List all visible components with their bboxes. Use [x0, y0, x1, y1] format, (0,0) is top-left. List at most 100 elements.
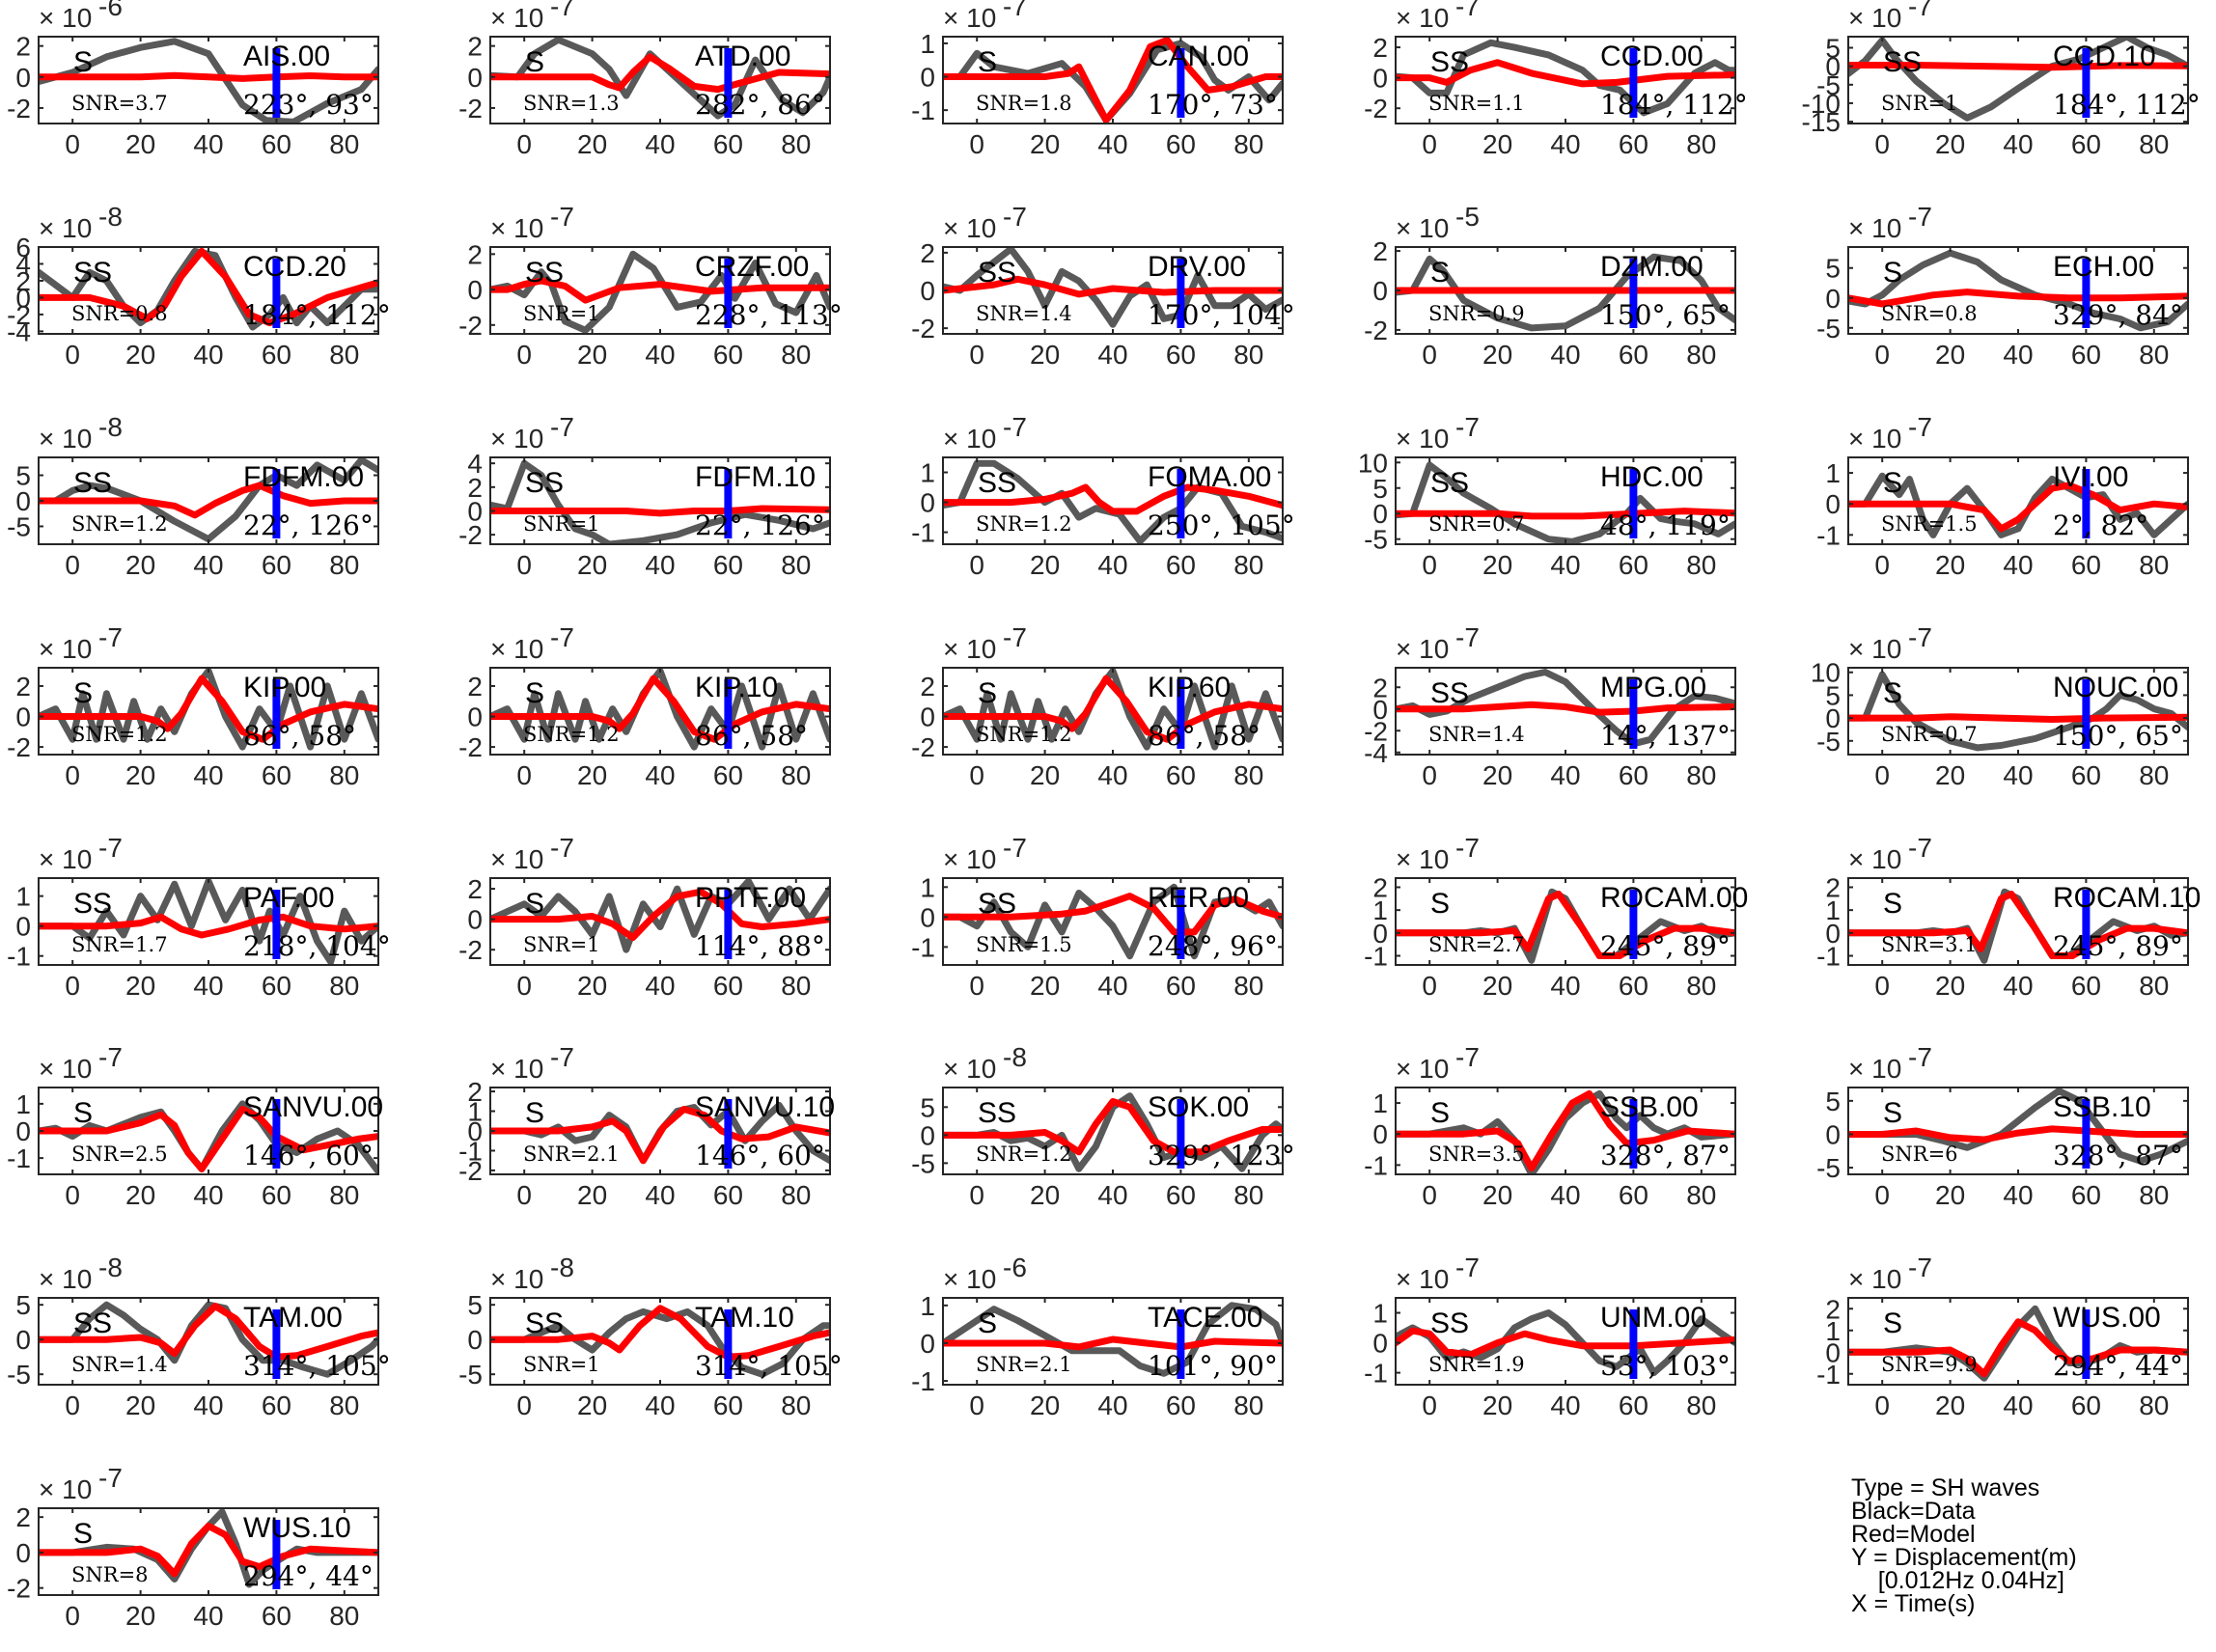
legend-line: Black=Data	[1851, 1498, 1976, 1525]
x-tick-label: 0	[516, 1180, 532, 1210]
y-exponent-label: × 10	[490, 213, 543, 243]
station-label: FDFM.10	[695, 461, 816, 493]
phase-label: S	[1430, 888, 1450, 920]
model-trace	[1848, 1125, 2188, 1143]
y-tick-label: 2	[1825, 1294, 1841, 1324]
snr-label: SNR=1	[523, 512, 600, 536]
snr-label: SNR=1	[1881, 92, 1958, 115]
y-exponent-label: × 10	[39, 424, 92, 454]
y-tick-label: 0	[1372, 1119, 1388, 1149]
y-tick-label: 0	[1825, 52, 1841, 82]
model-trace	[490, 888, 830, 942]
panel-tace-00: 0 20 40 60 80 1 0 -1 × 10 -6S TACE.00 SNR=2.1 101°, …	[911, 1253, 1284, 1420]
station-label: TACE.00	[1148, 1302, 1263, 1334]
phase-label: S	[1883, 1097, 1902, 1129]
data-trace	[490, 37, 830, 120]
x-tick-label: 40	[193, 971, 223, 1001]
y-tick-label: 2	[1372, 872, 1388, 902]
station-label: PAF.00	[243, 882, 335, 914]
y-exponent-power: -8	[98, 1253, 123, 1282]
y-exponent-power: -7	[98, 1463, 123, 1493]
y-tick-label: 0	[467, 905, 483, 935]
x-tick-label: 80	[2139, 340, 2169, 370]
y-exponent-power: -8	[550, 1253, 574, 1282]
model-trace	[1848, 713, 2188, 723]
station-label: RER.00	[1148, 882, 1249, 914]
y-exponent-label: × 10	[1396, 213, 1449, 243]
phase-label: SS	[978, 888, 1016, 920]
model-trace	[943, 675, 1283, 743]
snr-label: SNR=3.1	[1881, 933, 1978, 956]
x-tick-label: 60	[713, 971, 743, 1001]
station-label: FDFM.00	[243, 461, 364, 493]
x-tick-label: 0	[65, 1180, 80, 1210]
x-tick-label: 20	[1030, 1180, 1060, 1210]
x-tick-label: 60	[2071, 550, 2101, 580]
azimuth-incidence-label: 53°, 103°	[1600, 1350, 1731, 1382]
x-tick-label: 60	[262, 971, 291, 1001]
y-exponent-power: -7	[1003, 202, 1027, 232]
x-tick-label: 80	[2139, 550, 2169, 580]
station-label: FOMA.00	[1148, 461, 1271, 493]
y-tick-label: 1	[1825, 458, 1841, 488]
y-exponent-label: × 10	[39, 213, 92, 243]
x-tick-label: 0	[65, 129, 80, 159]
station-label: PPTF.00	[695, 882, 806, 914]
y-exponent-power: -7	[1908, 833, 1932, 863]
phase-label: SS	[1883, 46, 1922, 78]
azimuth-incidence-label: 245°, 89°	[1600, 930, 1731, 962]
station-label: UNM.00	[1600, 1302, 1706, 1334]
x-tick-label: 20	[125, 340, 155, 370]
phase-label: SS	[1430, 467, 1469, 499]
x-tick-label: 0	[516, 971, 532, 1001]
phase-label: SS	[73, 888, 112, 920]
y-exponent-label: × 10	[39, 844, 92, 874]
y-tick-label: -5	[1816, 314, 1841, 344]
y-tick-label: -4	[7, 317, 31, 346]
y-tick-label: 5	[15, 461, 31, 491]
panel-ssb-10: 0 20 40 60 80 5 0 -5 × 10 -7S SSB.10 SNR=6 328°, 87°	[1816, 1042, 2189, 1210]
x-tick-label: 40	[2003, 550, 2033, 580]
x-tick-label: 60	[2071, 1180, 2101, 1210]
x-tick-label: 20	[577, 550, 607, 580]
x-tick-label: 80	[1686, 129, 1716, 159]
panel-tam-00: 0 20 40 60 80 5 0 -5 × 10 -8 SS TAM.00 SNR=1.4 314°, …	[7, 1253, 391, 1420]
legend: Type = SH waves Black=Data Red=Model Y =…	[1851, 1476, 2077, 1616]
y-tick-label: 0	[467, 496, 483, 526]
azimuth-incidence-label: 86°, 58°	[1148, 720, 1260, 752]
x-tick-label: 40	[193, 1390, 223, 1420]
y-tick-label: -5	[7, 1360, 31, 1390]
model-trace	[943, 483, 1283, 515]
data-trace	[39, 1301, 378, 1378]
model-trace	[39, 71, 378, 82]
data-trace	[1396, 39, 1735, 117]
snr-label: SNR=1.7	[71, 933, 168, 956]
x-tick-label: 40	[1550, 1390, 1580, 1420]
phase-label: SS	[1430, 46, 1469, 78]
y-tick-label: 5	[1825, 680, 1841, 710]
y-exponent-power: -7	[98, 833, 123, 863]
phase-label: SS	[73, 1308, 112, 1339]
x-tick-label: 60	[1619, 340, 1648, 370]
data-trace	[490, 250, 830, 334]
y-tick-label: 0	[920, 1329, 935, 1359]
y-tick-label: 1	[1372, 1088, 1388, 1118]
panel-can-00: 0 20 40 60 80 1 0 -1 × 10 -7 S CAN.00 SNR=1.8 170°, 7…	[911, 0, 1284, 159]
x-tick-label: 0	[65, 550, 80, 580]
y-exponent-power: -7	[1003, 622, 1027, 652]
azimuth-incidence-label: 314°, 105°	[243, 1350, 391, 1382]
y-tick-label: 0	[1825, 703, 1841, 733]
x-tick-label: 20	[577, 340, 607, 370]
x-tick-label: 40	[1550, 1180, 1580, 1210]
y-tick-label: 0	[1825, 489, 1841, 519]
x-tick-label: 0	[65, 1601, 80, 1631]
station-label: CRZF.00	[695, 251, 809, 283]
model-trace	[943, 275, 1283, 298]
y-exponent-label: × 10	[1396, 1264, 1449, 1294]
y-exponent-label: × 10	[1848, 3, 1901, 33]
x-tick-label: 60	[2071, 1390, 2101, 1420]
